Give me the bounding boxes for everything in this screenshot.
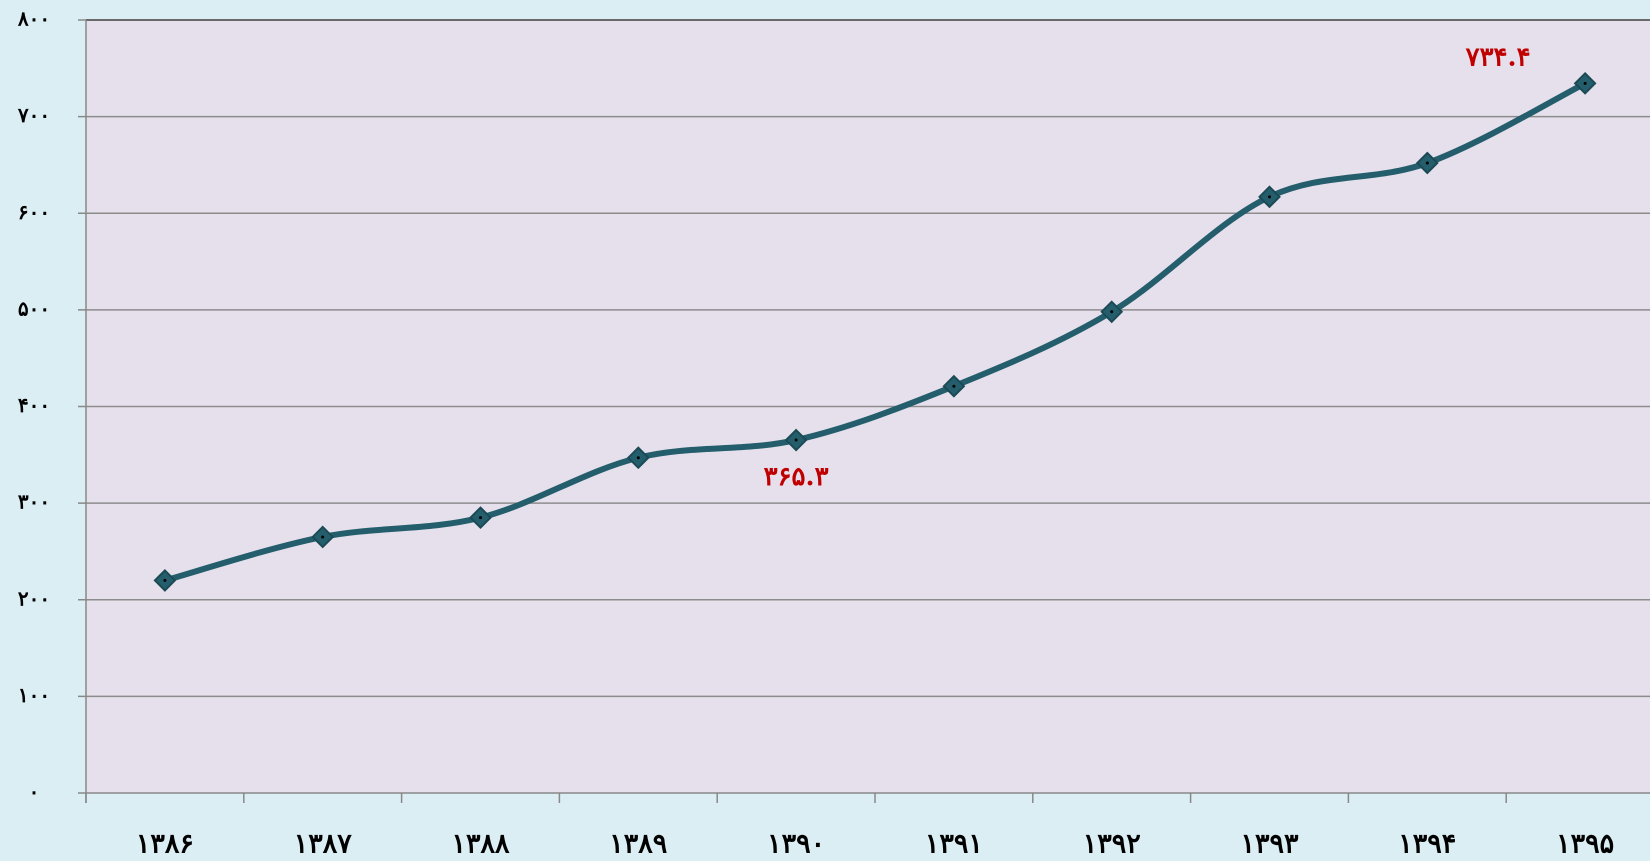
- y-tick-label: ۵۰۰: [18, 296, 50, 320]
- marker-dot: [794, 438, 798, 442]
- y-tick-label: ۲۰۰: [18, 586, 50, 610]
- data-label: ۳۶۵.۳: [764, 462, 829, 492]
- marker-dot: [479, 516, 482, 520]
- marker-dot: [952, 384, 956, 388]
- x-tick-label: ۱۳۹۴: [1398, 829, 1456, 860]
- data-label: ۷۳۴.۴: [1465, 42, 1531, 72]
- x-tick-label: ۱۳۹۲: [1083, 829, 1141, 860]
- y-tick-label: ۴۰۰: [18, 393, 50, 417]
- marker-dot: [1583, 81, 1587, 85]
- x-tick-label: ۱۳۹۰: [767, 829, 825, 860]
- x-tick-label: ۱۳۸۷: [294, 829, 353, 860]
- marker-dot: [1425, 161, 1429, 165]
- line: [161, 80, 1589, 584]
- marker-dot: [321, 535, 325, 539]
- y-tick-label: ۸۰۰: [17, 7, 50, 31]
- x-tick-label: ۱۳۹۱: [925, 829, 983, 860]
- y-tick-label: ۳۰۰: [18, 490, 50, 514]
- x-tick-label: ۱۳۸۹: [609, 829, 667, 860]
- marker-dot: [636, 456, 640, 460]
- x-tick-label: ۱۳۹۵: [1556, 829, 1614, 860]
- y-tick-label: ۶۰۰: [18, 200, 50, 224]
- y-tick-label: ۱۰۰: [18, 683, 50, 707]
- marker-dot: [1268, 195, 1271, 199]
- x-tick-label: ۱۳۸۸: [451, 829, 510, 860]
- marker-dot: [1110, 310, 1114, 314]
- y-tick-label: ۷۰۰: [17, 103, 50, 127]
- x-tick-label: ۱۳۸۶: [136, 829, 194, 860]
- marker-dot: [163, 578, 167, 582]
- y-tick-label: ۰: [29, 780, 40, 804]
- x-tick-label: ۱۳۹۳: [1240, 829, 1299, 860]
